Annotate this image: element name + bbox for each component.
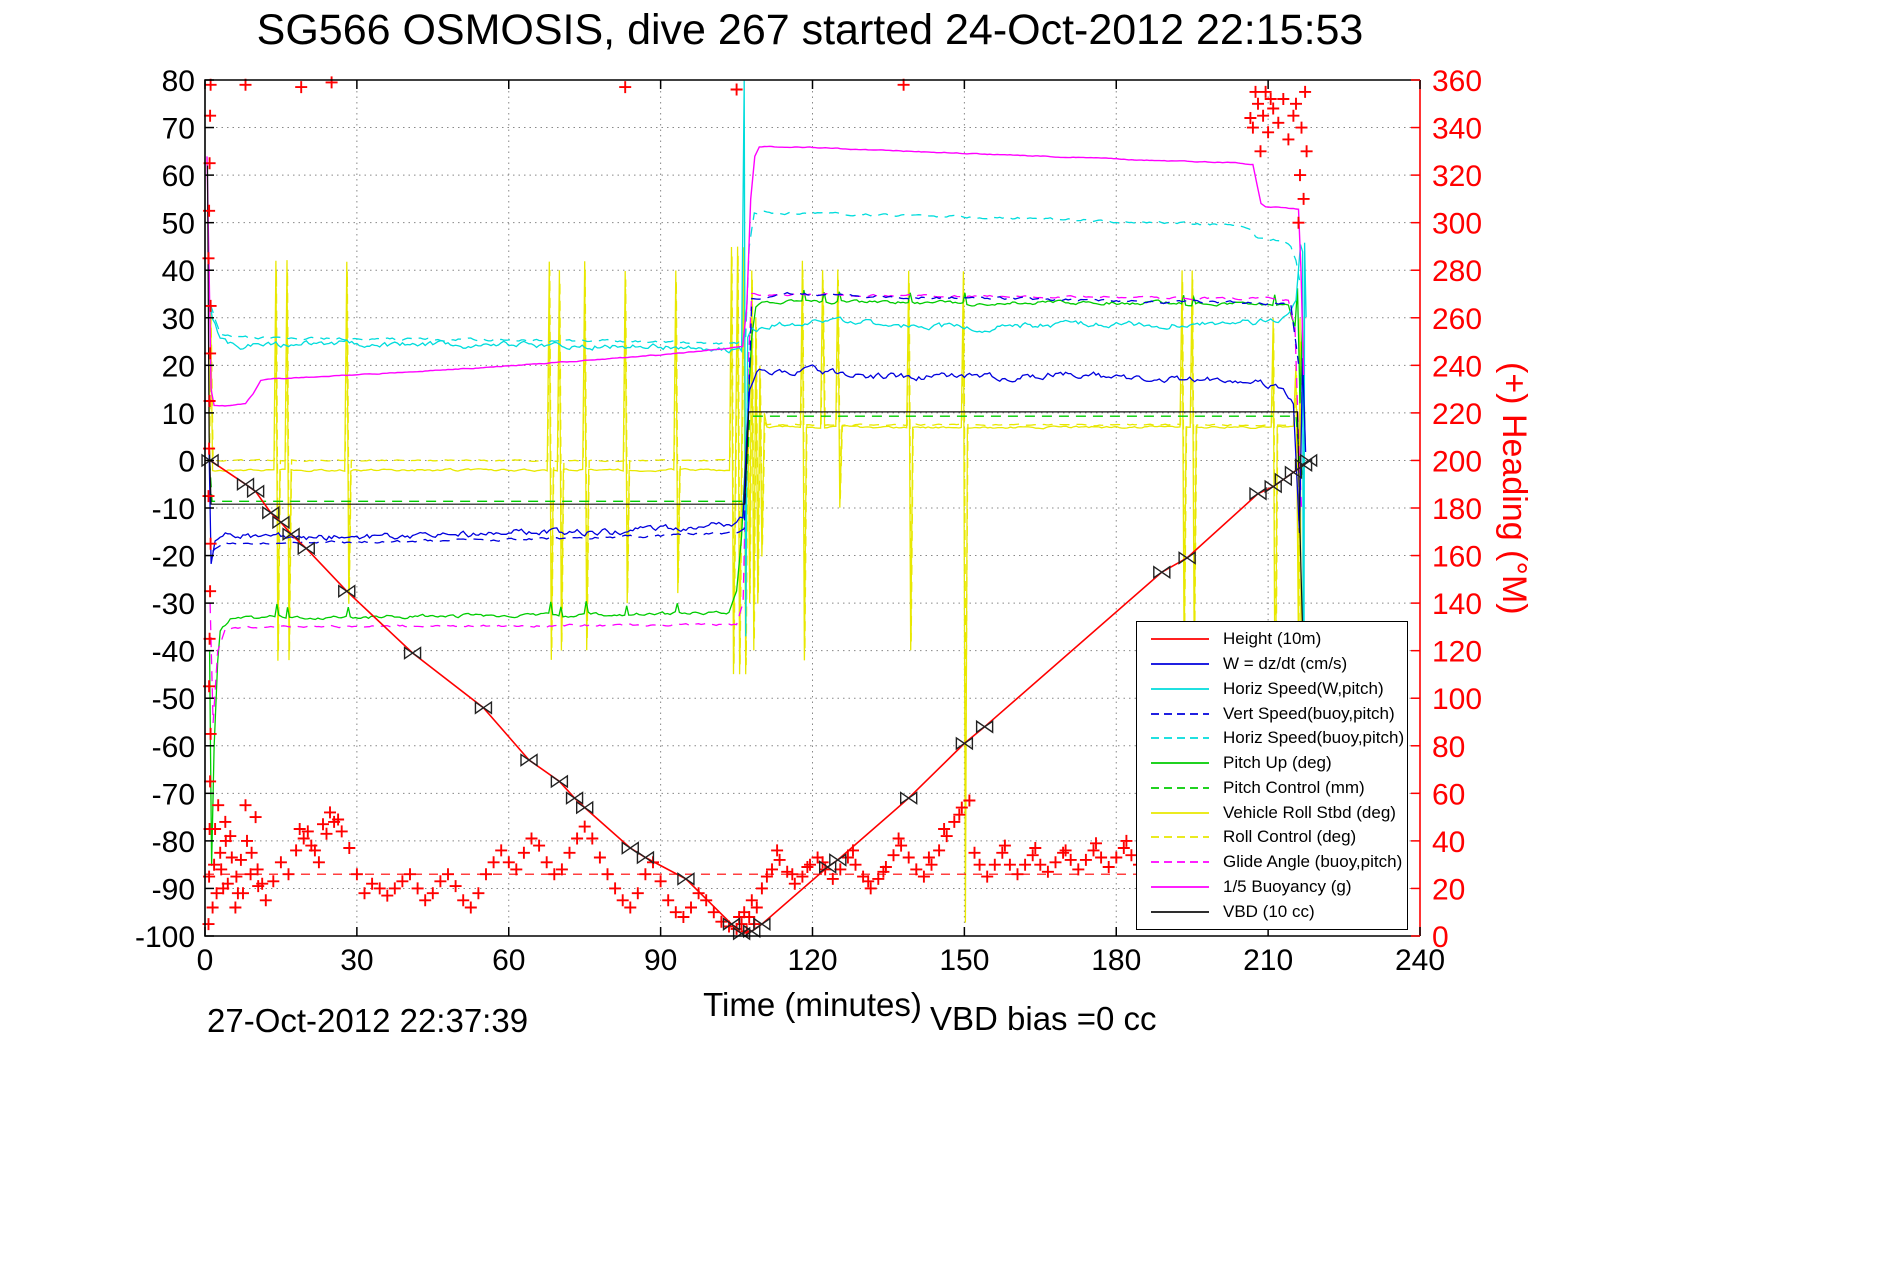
svg-text:30: 30 [162, 303, 195, 336]
legend-label: VBD (10 cc) [1223, 901, 1315, 921]
svg-text:60: 60 [162, 160, 195, 193]
svg-text:-50: -50 [152, 683, 195, 716]
svg-text:-70: -70 [152, 778, 195, 811]
svg-text:280: 280 [1432, 255, 1482, 288]
svg-text:100: 100 [1432, 683, 1482, 716]
legend-label: Height (10m) [1223, 629, 1322, 649]
svg-text:340: 340 [1432, 113, 1482, 146]
svg-text:-30: -30 [152, 588, 195, 621]
legend-label: Pitch Control (mm) [1223, 777, 1365, 797]
svg-text:20: 20 [1432, 873, 1465, 906]
svg-text:50: 50 [162, 208, 195, 241]
svg-text:180: 180 [1432, 493, 1482, 526]
legend-label: Roll Control (deg) [1223, 827, 1357, 847]
svg-text:60: 60 [1432, 778, 1465, 811]
legend-label: Pitch Up (deg) [1223, 753, 1332, 773]
svg-text:40: 40 [1432, 826, 1465, 859]
svg-text:-40: -40 [152, 636, 195, 669]
svg-text:80: 80 [162, 65, 195, 98]
legend-line-sample [1151, 737, 1209, 740]
svg-text:40: 40 [162, 255, 195, 288]
legend: Height (10m) W = dz/dt (cm/s) Horiz Speed(… [1136, 621, 1408, 930]
svg-text:300: 300 [1432, 208, 1482, 241]
svg-text:150: 150 [939, 944, 989, 977]
legend-entry: 1/5 Buoyancy (g) [1137, 875, 1407, 898]
svg-text:320: 320 [1432, 160, 1482, 193]
legend-line-sample [1151, 786, 1209, 789]
svg-text:60: 60 [492, 944, 525, 977]
legend-label: Vehicle Roll Stbd (deg) [1223, 802, 1396, 822]
svg-text:160: 160 [1432, 541, 1482, 574]
legend-entry: Vehicle Roll Stbd (deg) [1137, 801, 1407, 824]
end-timestamp: 27-Oct-2012 22:37:39 [207, 1002, 529, 1039]
legend-entry: VBD (10 cc) [1137, 900, 1407, 923]
svg-text:80: 80 [1432, 731, 1465, 764]
legend-line-sample [1151, 861, 1209, 864]
svg-text:0: 0 [197, 944, 214, 977]
legend-label: Horiz Speed(buoy,pitch) [1223, 728, 1405, 748]
svg-text:200: 200 [1432, 445, 1482, 478]
legend-entry: Height (10m) [1137, 628, 1407, 651]
legend-label: Horiz Speed(W,pitch) [1223, 678, 1384, 698]
svg-text:360: 360 [1432, 65, 1482, 98]
svg-text:70: 70 [162, 113, 195, 146]
svg-text:-90: -90 [152, 873, 195, 906]
legend-label: Glide Angle (buoy,pitch) [1223, 852, 1403, 872]
legend-label: Vert Speed(buoy,pitch) [1223, 703, 1395, 723]
vbd-bias-note: VBD bias =0 cc [930, 1000, 1157, 1037]
legend-entry: W = dz/dt (cm/s) [1137, 653, 1407, 676]
legend-entry: Vert Speed(buoy,pitch) [1137, 702, 1407, 725]
legend-entry: Roll Control (deg) [1137, 826, 1407, 849]
svg-text:140: 140 [1432, 588, 1482, 621]
svg-text:-100: -100 [135, 921, 195, 954]
svg-text:120: 120 [1432, 636, 1482, 669]
legend-entry: Glide Angle (buoy,pitch) [1137, 851, 1407, 874]
legend-line-sample [1151, 762, 1209, 765]
legend-entry: Horiz Speed(W,pitch) [1137, 677, 1407, 700]
svg-text:260: 260 [1432, 303, 1482, 336]
legend-label: W = dz/dt (cm/s) [1223, 654, 1348, 674]
legend-line-sample [1151, 712, 1209, 715]
legend-entry: Horiz Speed(buoy,pitch) [1137, 727, 1407, 750]
legend-line-sample [1151, 836, 1209, 839]
legend-line-sample [1151, 811, 1209, 814]
svg-text:120: 120 [787, 944, 837, 977]
legend-line-sample [1151, 910, 1209, 913]
legend-line-sample [1151, 638, 1209, 641]
svg-text:-10: -10 [152, 493, 195, 526]
svg-text:210: 210 [1243, 944, 1293, 977]
legend-label: 1/5 Buoyancy (g) [1223, 876, 1352, 896]
svg-text:30: 30 [340, 944, 373, 977]
svg-text:90: 90 [644, 944, 677, 977]
svg-text:0: 0 [1432, 921, 1449, 954]
legend-entry: Pitch Up (deg) [1137, 752, 1407, 775]
svg-text:220: 220 [1432, 398, 1482, 431]
legend-line-sample [1151, 885, 1209, 888]
right-axis-label: (+) Heading (°M) [1495, 362, 1533, 615]
svg-text:20: 20 [162, 350, 195, 383]
svg-text:180: 180 [1091, 944, 1141, 977]
legend-line-sample [1151, 687, 1209, 690]
svg-text:0: 0 [178, 445, 195, 478]
svg-text:-20: -20 [152, 541, 195, 574]
legend-line-sample [1151, 663, 1209, 666]
svg-text:240: 240 [1432, 350, 1482, 383]
svg-text:-80: -80 [152, 826, 195, 859]
svg-text:10: 10 [162, 398, 195, 431]
svg-text:240: 240 [1395, 944, 1445, 977]
legend-entry: Pitch Control (mm) [1137, 776, 1407, 799]
svg-text:-60: -60 [152, 731, 195, 764]
x-axis-label: Time (minutes) [703, 986, 922, 1023]
chart-title: SG566 OSMOSIS, dive 267 started 24-Oct-2… [256, 6, 1364, 54]
